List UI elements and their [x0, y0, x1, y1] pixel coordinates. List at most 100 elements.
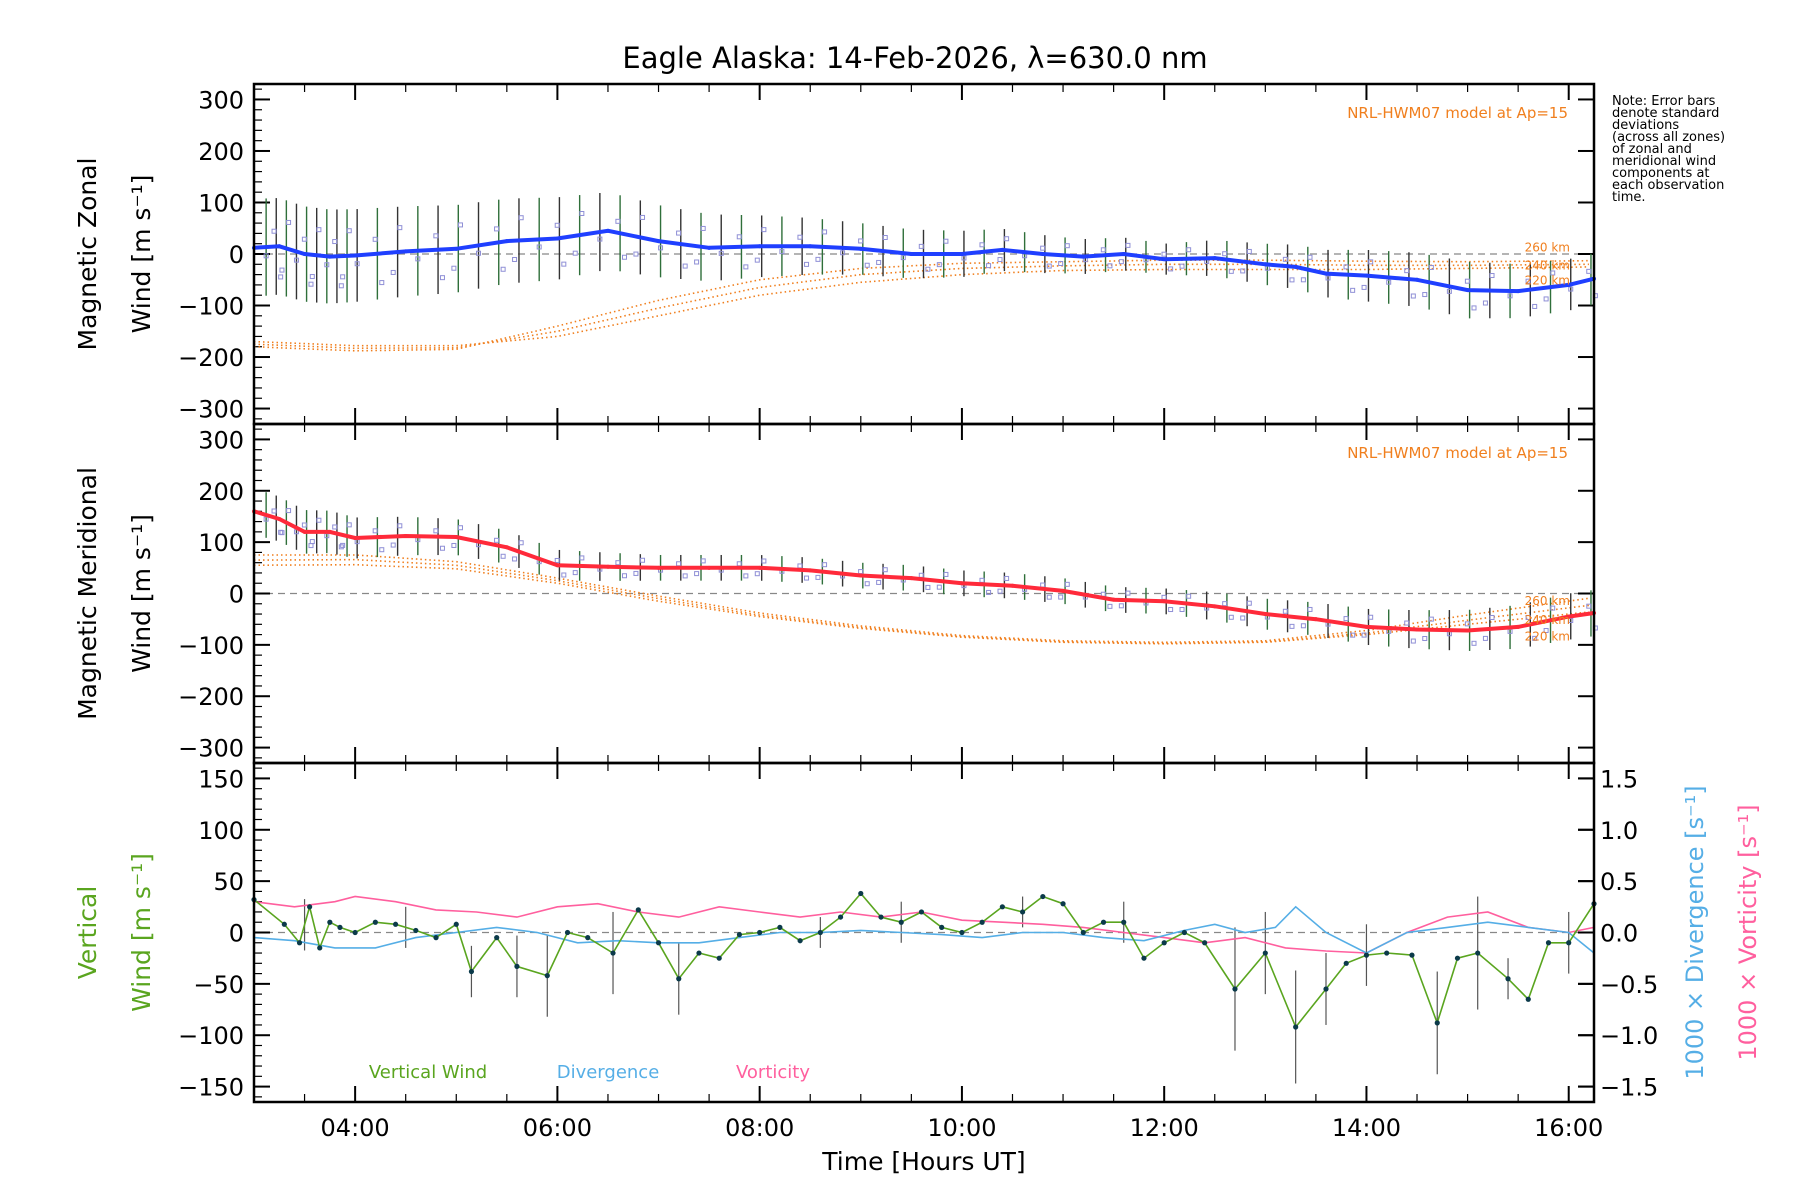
y-tick-label: −50 — [193, 971, 244, 999]
model-altitude-label: 240 km — [1525, 258, 1570, 272]
y-axis-label: Vertical — [73, 886, 102, 980]
vertical-wind-point — [1293, 1024, 1299, 1030]
vertical-wind-point — [307, 904, 313, 910]
x-tick-label: 12:00 — [1130, 1114, 1199, 1142]
y-tick-label: 200 — [198, 138, 244, 166]
zone-point — [390, 542, 396, 548]
panel-zonal: 300 200 100 0 −100 −200 −300 Magnetic Zonal Wind… — [73, 82, 1598, 426]
zone-point — [1404, 620, 1410, 626]
zone-point — [457, 525, 463, 531]
x-tick-label: 16:00 — [1534, 1114, 1603, 1142]
zone-point — [1550, 270, 1556, 276]
zonal-wind-point — [555, 236, 560, 241]
vertical-wind-point — [1505, 976, 1511, 982]
meridional-wind-line — [253, 509, 1595, 633]
vertical-wind-point — [337, 924, 343, 930]
y2-tick-label: −1.5 — [1600, 1074, 1658, 1102]
zone-point — [1568, 617, 1574, 623]
y-tick-label: 300 — [198, 426, 244, 454]
zone-point — [379, 280, 385, 286]
legend-entry: Vorticity — [736, 1062, 810, 1083]
vertical-wind-point — [1434, 1020, 1440, 1026]
note-line: (across all zones) — [1612, 130, 1726, 145]
zone-point — [1289, 277, 1295, 283]
zone-point — [1179, 263, 1185, 269]
zonal-wind-point — [1000, 247, 1005, 252]
zone-point — [743, 264, 749, 270]
y-tick-label: −100 — [178, 1022, 244, 1050]
zone-point — [372, 236, 378, 242]
x-tick-label: 14:00 — [1332, 1114, 1401, 1142]
zone-point — [1446, 288, 1452, 294]
zone-point — [286, 508, 292, 514]
zone-point — [840, 250, 846, 256]
zonal-wind-point — [1415, 277, 1420, 282]
zonal-wind-point — [277, 244, 282, 249]
model-label: NRL-HWM07 model at Ap=15 — [1347, 444, 1568, 462]
vertical-wind-point — [1161, 940, 1167, 946]
vertical-wind-point — [1080, 929, 1086, 936]
zone-point — [278, 274, 284, 280]
zone-point — [271, 508, 277, 514]
zone-point — [308, 543, 314, 549]
zone-point — [1064, 243, 1070, 249]
chart-title: Eagle Alaska: 14-Feb-2026, λ=630.0 nm — [622, 41, 1207, 75]
zone-point — [301, 236, 307, 242]
zonal-wind-point — [1364, 273, 1369, 278]
zone-point — [572, 570, 578, 576]
zonal-wind-point — [1162, 257, 1167, 262]
zone-point — [500, 266, 506, 272]
zone-point — [1343, 264, 1349, 270]
zone-point — [1368, 614, 1374, 620]
note-line: components at — [1612, 166, 1710, 181]
zone-point — [1168, 607, 1174, 613]
vertical-wind-point — [1566, 940, 1572, 946]
meridional-wind-point — [403, 533, 408, 538]
zonal-wind-point — [959, 252, 964, 256]
zone-point — [308, 281, 314, 287]
zone-point — [1325, 275, 1331, 281]
vertical-wind-point — [494, 935, 500, 941]
zone-point — [1464, 621, 1470, 627]
model-altitude-label: 220 km — [1525, 629, 1570, 643]
zonal-wind-point — [1293, 264, 1298, 269]
zone-point — [332, 239, 338, 245]
model-altitude-label: 220 km — [1525, 273, 1570, 287]
vertical-wind-point — [392, 921, 399, 927]
zone-point — [439, 545, 445, 551]
zone-point — [263, 253, 269, 259]
zone-point — [1343, 616, 1349, 622]
zone-point — [1222, 601, 1228, 607]
vertical-wind-point — [999, 904, 1005, 910]
zonal-wind-point — [403, 249, 408, 254]
vertical-wind-point — [1040, 893, 1046, 900]
zone-point — [494, 226, 500, 232]
zone-point — [1040, 582, 1046, 588]
meridional-wind-point — [1415, 627, 1420, 632]
zone-point — [640, 557, 646, 563]
vertical-wind-point — [1121, 919, 1127, 925]
zone-point — [1489, 615, 1495, 621]
zone-point — [822, 562, 828, 568]
zone-point — [736, 234, 742, 240]
meridional-wind-point — [757, 565, 762, 570]
zone-point — [1046, 594, 1052, 600]
meridional-wind-point — [1516, 624, 1521, 629]
vertical-wind-point — [979, 919, 985, 925]
vertical-wind-point — [453, 921, 459, 927]
zone-point — [804, 261, 810, 267]
zonal-wind-point — [1212, 256, 1217, 261]
zone-point — [286, 219, 292, 225]
meridional-wind-point — [454, 535, 459, 539]
x-axis-label: Time [Hours UT] — [821, 1147, 1025, 1176]
meridional-wind-point — [858, 573, 863, 578]
vertical-wind-point — [1020, 909, 1026, 915]
zone-point — [279, 530, 285, 536]
meridional-wind-point — [302, 529, 307, 534]
zone-point — [986, 263, 992, 269]
y2-tick-label: −1.0 — [1600, 1022, 1658, 1050]
y-tick-label: −200 — [178, 344, 244, 372]
zone-point — [621, 254, 627, 260]
zone-point — [346, 228, 352, 234]
